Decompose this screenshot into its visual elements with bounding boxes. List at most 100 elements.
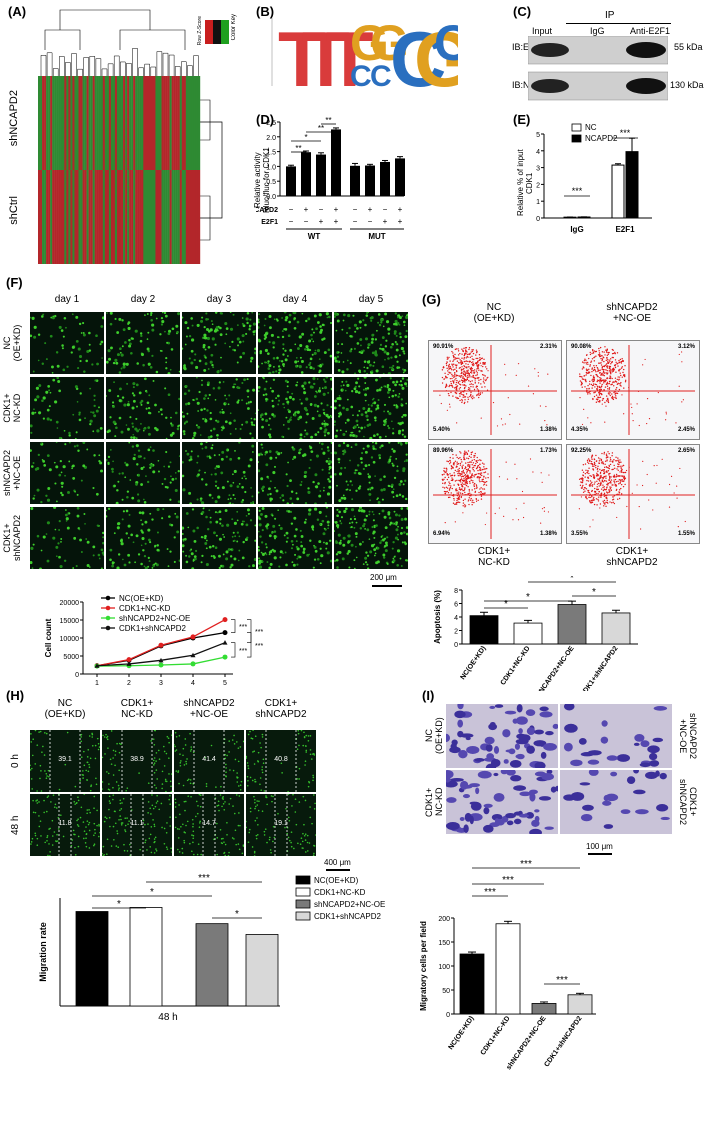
heatmap-cell <box>54 170 57 264</box>
y-axis-label: Cell count <box>45 618 53 657</box>
category-label: CDK1+NC-KD <box>500 645 532 686</box>
quadrant-percent: 3.12% <box>677 344 695 350</box>
heatmap-cell <box>195 76 199 170</box>
y-tick-label: 0 <box>446 1012 450 1019</box>
heatmap-cell <box>195 170 199 264</box>
ncapd2-sign: + <box>304 205 309 214</box>
wound-width-label: 41.4 <box>202 756 216 763</box>
category-label: CDK1+shNCAPD2 <box>543 1015 583 1068</box>
quadrant-percent: 3.55% <box>571 531 589 537</box>
heatmap-cell <box>50 76 53 170</box>
y-tick-label: 10000 <box>60 636 80 643</box>
heatmap-cell <box>125 170 128 264</box>
heatmap-cell <box>106 170 110 264</box>
quadrant-percent: 1.38% <box>539 531 557 537</box>
y-tick-label: 150 <box>438 940 450 947</box>
quadrant-percent: 1.73% <box>539 448 557 454</box>
heatmap-cell <box>151 170 154 264</box>
y-tick-label: 6 <box>454 602 458 609</box>
heatmap-cell <box>159 170 162 264</box>
transwell-scale-bar <box>588 853 612 855</box>
heatmap-cell <box>100 76 103 170</box>
heatmap-cell <box>127 170 130 264</box>
wound-width-label: 40.8 <box>274 756 288 763</box>
sig-star: *** <box>239 624 247 631</box>
x-tick-label: 1 <box>95 680 99 686</box>
heatmap-cell <box>112 170 116 264</box>
heatmap-cell <box>106 76 110 170</box>
legend-swatch <box>571 123 582 132</box>
heatmap-cell <box>58 76 61 170</box>
legend-label: CDK1+NC-KD <box>314 888 366 897</box>
heatmap-cell <box>90 170 93 264</box>
e2f1-sign: + <box>383 217 388 226</box>
wound-width-label: 11.8 <box>58 820 72 827</box>
heatmap-cell <box>143 170 146 264</box>
dendrogram-branch <box>71 53 77 76</box>
logo-letter: G <box>370 15 409 71</box>
band-input-e2f1 <box>531 43 569 57</box>
panel-label-f: (F) <box>6 275 23 290</box>
fluorescence-image <box>106 507 180 569</box>
quadrant-percent: 2.65% <box>677 448 695 454</box>
heatmap-cell <box>74 170 77 264</box>
quadrant-percent: 1.38% <box>539 427 557 433</box>
heatmap-cell <box>159 76 162 170</box>
dendrogram-branch <box>120 61 126 76</box>
e2f1-sign: + <box>319 217 324 226</box>
color-key-title: Color Key <box>231 14 237 41</box>
heatmap-cell <box>125 76 128 170</box>
data-point <box>94 663 100 668</box>
blot-size-130: 130 kDa <box>670 80 704 90</box>
data-point <box>158 657 164 663</box>
heatmap-cell <box>175 76 178 170</box>
heatmap-cell <box>64 170 67 264</box>
fluorescence-image <box>258 442 332 504</box>
wound-width-label: 11.1 <box>130 820 144 827</box>
wound-width-label: 19.1 <box>274 820 288 827</box>
y-axis-label: Apoptosis (%) <box>433 590 442 644</box>
sig-star: ** <box>318 124 324 133</box>
heatmap-cell <box>88 76 91 170</box>
y-tick-label: 0 <box>536 216 540 223</box>
heatmap-cell <box>56 170 59 264</box>
heatmap-cell <box>110 76 114 170</box>
heatmap-cell <box>185 76 189 170</box>
ip-header: IP <box>605 10 615 21</box>
logo-letter: C <box>350 60 372 93</box>
panel-label-b: (B) <box>256 4 275 19</box>
ncapd2-sign: − <box>319 205 324 214</box>
heatmap-cell <box>141 170 144 264</box>
ncapd2-sign: − <box>353 205 358 214</box>
x-tick-label: 2 <box>127 680 131 686</box>
heatmap-cell <box>139 76 142 170</box>
heatmap-cell <box>147 170 150 264</box>
heatmap-cell <box>191 76 195 170</box>
dendrogram-branch <box>59 9 151 30</box>
color-key-axis: Row Z-Score <box>197 16 203 46</box>
x-tick-label: 4 <box>191 680 195 686</box>
data-point <box>158 642 164 648</box>
heatmap-cell <box>98 76 101 170</box>
heatmap-cell <box>133 170 136 264</box>
heatmap-cell <box>141 76 144 170</box>
e2f1-sign: − <box>368 217 373 226</box>
category-label: CDK1+shNCAPD2 <box>579 645 619 691</box>
transwell-image <box>446 704 558 768</box>
dendrogram-branch <box>101 68 108 76</box>
heatmap-cell <box>76 170 79 264</box>
heatmap-cell <box>137 170 140 264</box>
bar <box>129 907 163 1007</box>
fluorescence-image <box>30 377 104 439</box>
e2f1-sign: − <box>304 217 309 226</box>
heatmap-cell <box>66 170 69 264</box>
heatmap-cell <box>82 170 85 264</box>
blot-membranes <box>528 36 668 101</box>
bar <box>316 154 326 196</box>
bar <box>380 161 390 196</box>
heatmap-cell <box>197 170 201 264</box>
y-tick-label: 2.0 <box>266 135 276 142</box>
heatmap-cell <box>102 76 106 170</box>
heatmap-cell <box>137 76 140 170</box>
dendrogram-branch <box>168 54 175 76</box>
